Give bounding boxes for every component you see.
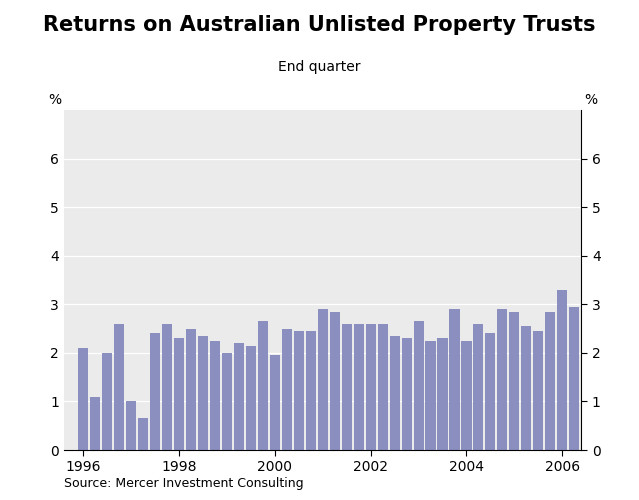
Bar [150,334,160,450]
Bar [90,396,100,450]
Bar [486,334,495,450]
Bar [378,324,388,450]
Bar [557,290,567,450]
Bar [186,328,196,450]
Bar [305,331,316,450]
Bar [126,402,136,450]
Bar [449,309,459,450]
Bar [605,322,615,450]
Bar [210,340,220,450]
Bar [282,328,292,450]
Bar [138,418,148,450]
Bar [222,353,232,450]
Bar [461,340,472,450]
Bar [413,322,424,450]
Text: %: % [48,92,61,106]
Text: End quarter: End quarter [278,60,361,74]
Text: Returns on Australian Unlisted Property Trusts: Returns on Australian Unlisted Property … [43,15,596,35]
Bar [234,343,244,450]
Bar [78,348,88,450]
Bar [426,340,436,450]
Bar [629,260,639,450]
Bar [366,324,376,450]
Bar [246,346,256,450]
Bar [593,322,603,450]
Bar [534,331,543,450]
Bar [390,336,399,450]
Bar [569,306,580,450]
Bar [473,324,484,450]
Bar [438,338,447,450]
Bar [617,278,627,450]
Bar [318,309,328,450]
Bar [497,309,507,450]
Bar [521,326,532,450]
Bar [174,338,184,450]
Bar [270,356,280,450]
Bar [198,336,208,450]
Bar [102,353,112,450]
Bar [581,322,591,450]
Text: %: % [584,92,597,106]
Bar [162,324,172,450]
Text: Source: Mercer Investment Consulting: Source: Mercer Investment Consulting [64,477,304,490]
Bar [401,338,412,450]
Bar [330,312,340,450]
Bar [258,322,268,450]
Bar [294,331,304,450]
Bar [342,324,351,450]
Bar [545,312,555,450]
Bar [509,312,520,450]
Bar [353,324,364,450]
Bar [114,324,124,450]
